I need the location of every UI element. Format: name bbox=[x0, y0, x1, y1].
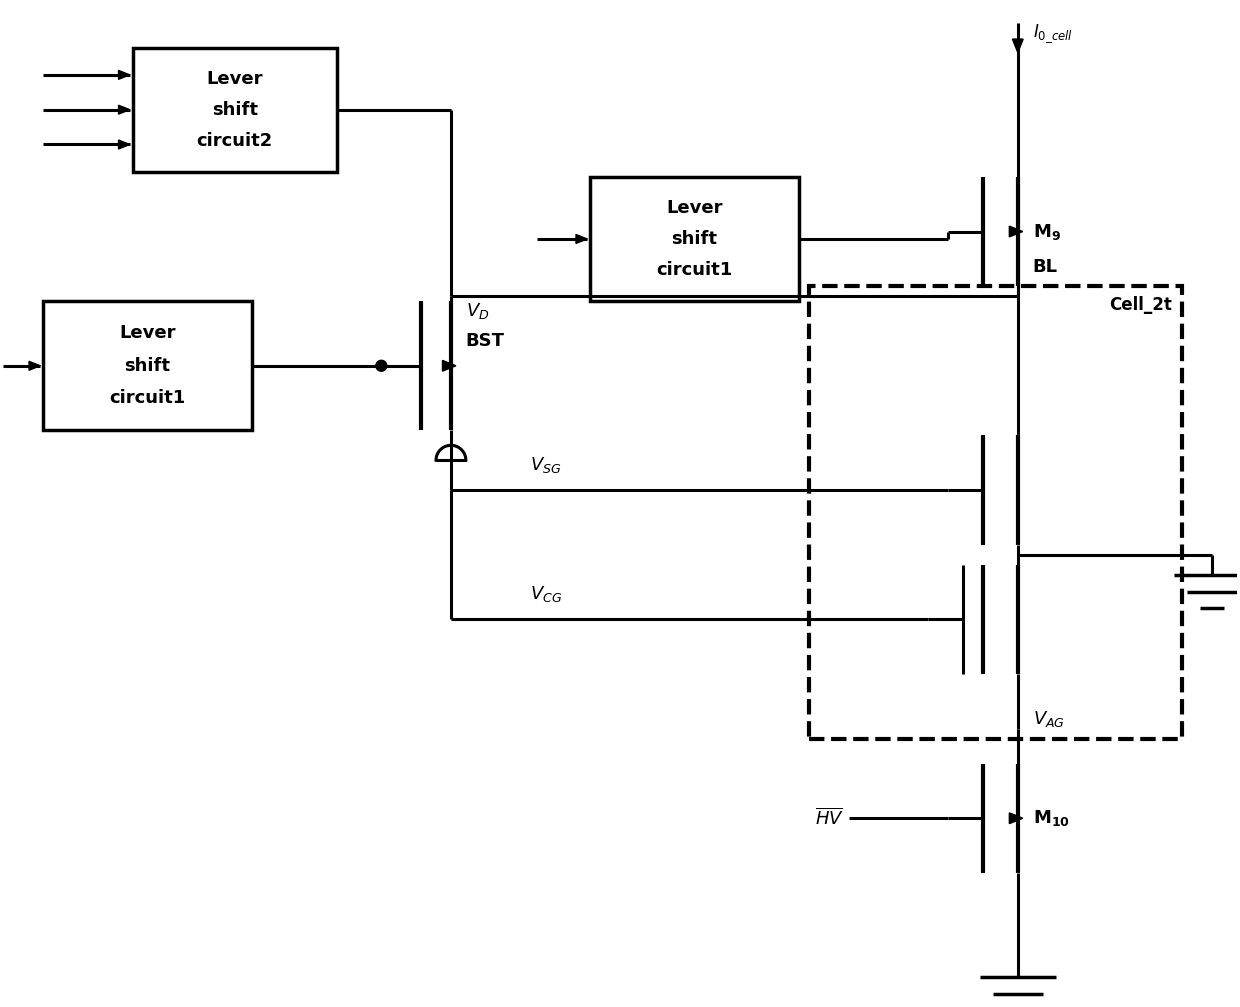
Polygon shape bbox=[1009, 813, 1023, 824]
Polygon shape bbox=[119, 105, 130, 114]
Text: circuit2: circuit2 bbox=[196, 132, 273, 150]
Text: Lever: Lever bbox=[666, 199, 723, 217]
Text: shift: shift bbox=[212, 101, 258, 119]
Text: $\mathbf{M_9}$: $\mathbf{M_9}$ bbox=[1033, 222, 1060, 242]
Polygon shape bbox=[29, 362, 40, 371]
Text: $I_{0\_cell}$: $I_{0\_cell}$ bbox=[1033, 23, 1073, 45]
Polygon shape bbox=[577, 235, 588, 244]
Polygon shape bbox=[1009, 227, 1023, 237]
Polygon shape bbox=[1012, 39, 1023, 52]
Text: Lever: Lever bbox=[206, 69, 263, 88]
Bar bbox=[590, 177, 799, 301]
Text: $V_{CG}$: $V_{CG}$ bbox=[531, 584, 563, 604]
Polygon shape bbox=[119, 70, 130, 80]
Text: $V_{SG}$: $V_{SG}$ bbox=[531, 455, 562, 475]
Text: BST: BST bbox=[466, 332, 505, 349]
Text: $V_D$: $V_D$ bbox=[466, 301, 490, 321]
Text: $\mathbf{M_{10}}$: $\mathbf{M_{10}}$ bbox=[1033, 809, 1070, 828]
Polygon shape bbox=[443, 361, 456, 372]
Bar bbox=[133, 47, 336, 172]
Text: Cell_2t: Cell_2t bbox=[1109, 296, 1172, 314]
Circle shape bbox=[376, 361, 387, 372]
Bar bbox=[808, 286, 1182, 739]
Text: circuit1: circuit1 bbox=[656, 261, 733, 279]
Text: BL: BL bbox=[1033, 258, 1058, 276]
Text: $\overline{HV}$: $\overline{HV}$ bbox=[815, 808, 843, 829]
Bar bbox=[43, 301, 252, 430]
Text: Lever: Lever bbox=[119, 324, 176, 342]
Text: $V_{AG}$: $V_{AG}$ bbox=[1033, 709, 1065, 729]
Text: circuit1: circuit1 bbox=[109, 389, 186, 407]
Text: shift: shift bbox=[672, 230, 718, 248]
Text: shift: shift bbox=[125, 356, 171, 375]
Polygon shape bbox=[119, 140, 130, 149]
